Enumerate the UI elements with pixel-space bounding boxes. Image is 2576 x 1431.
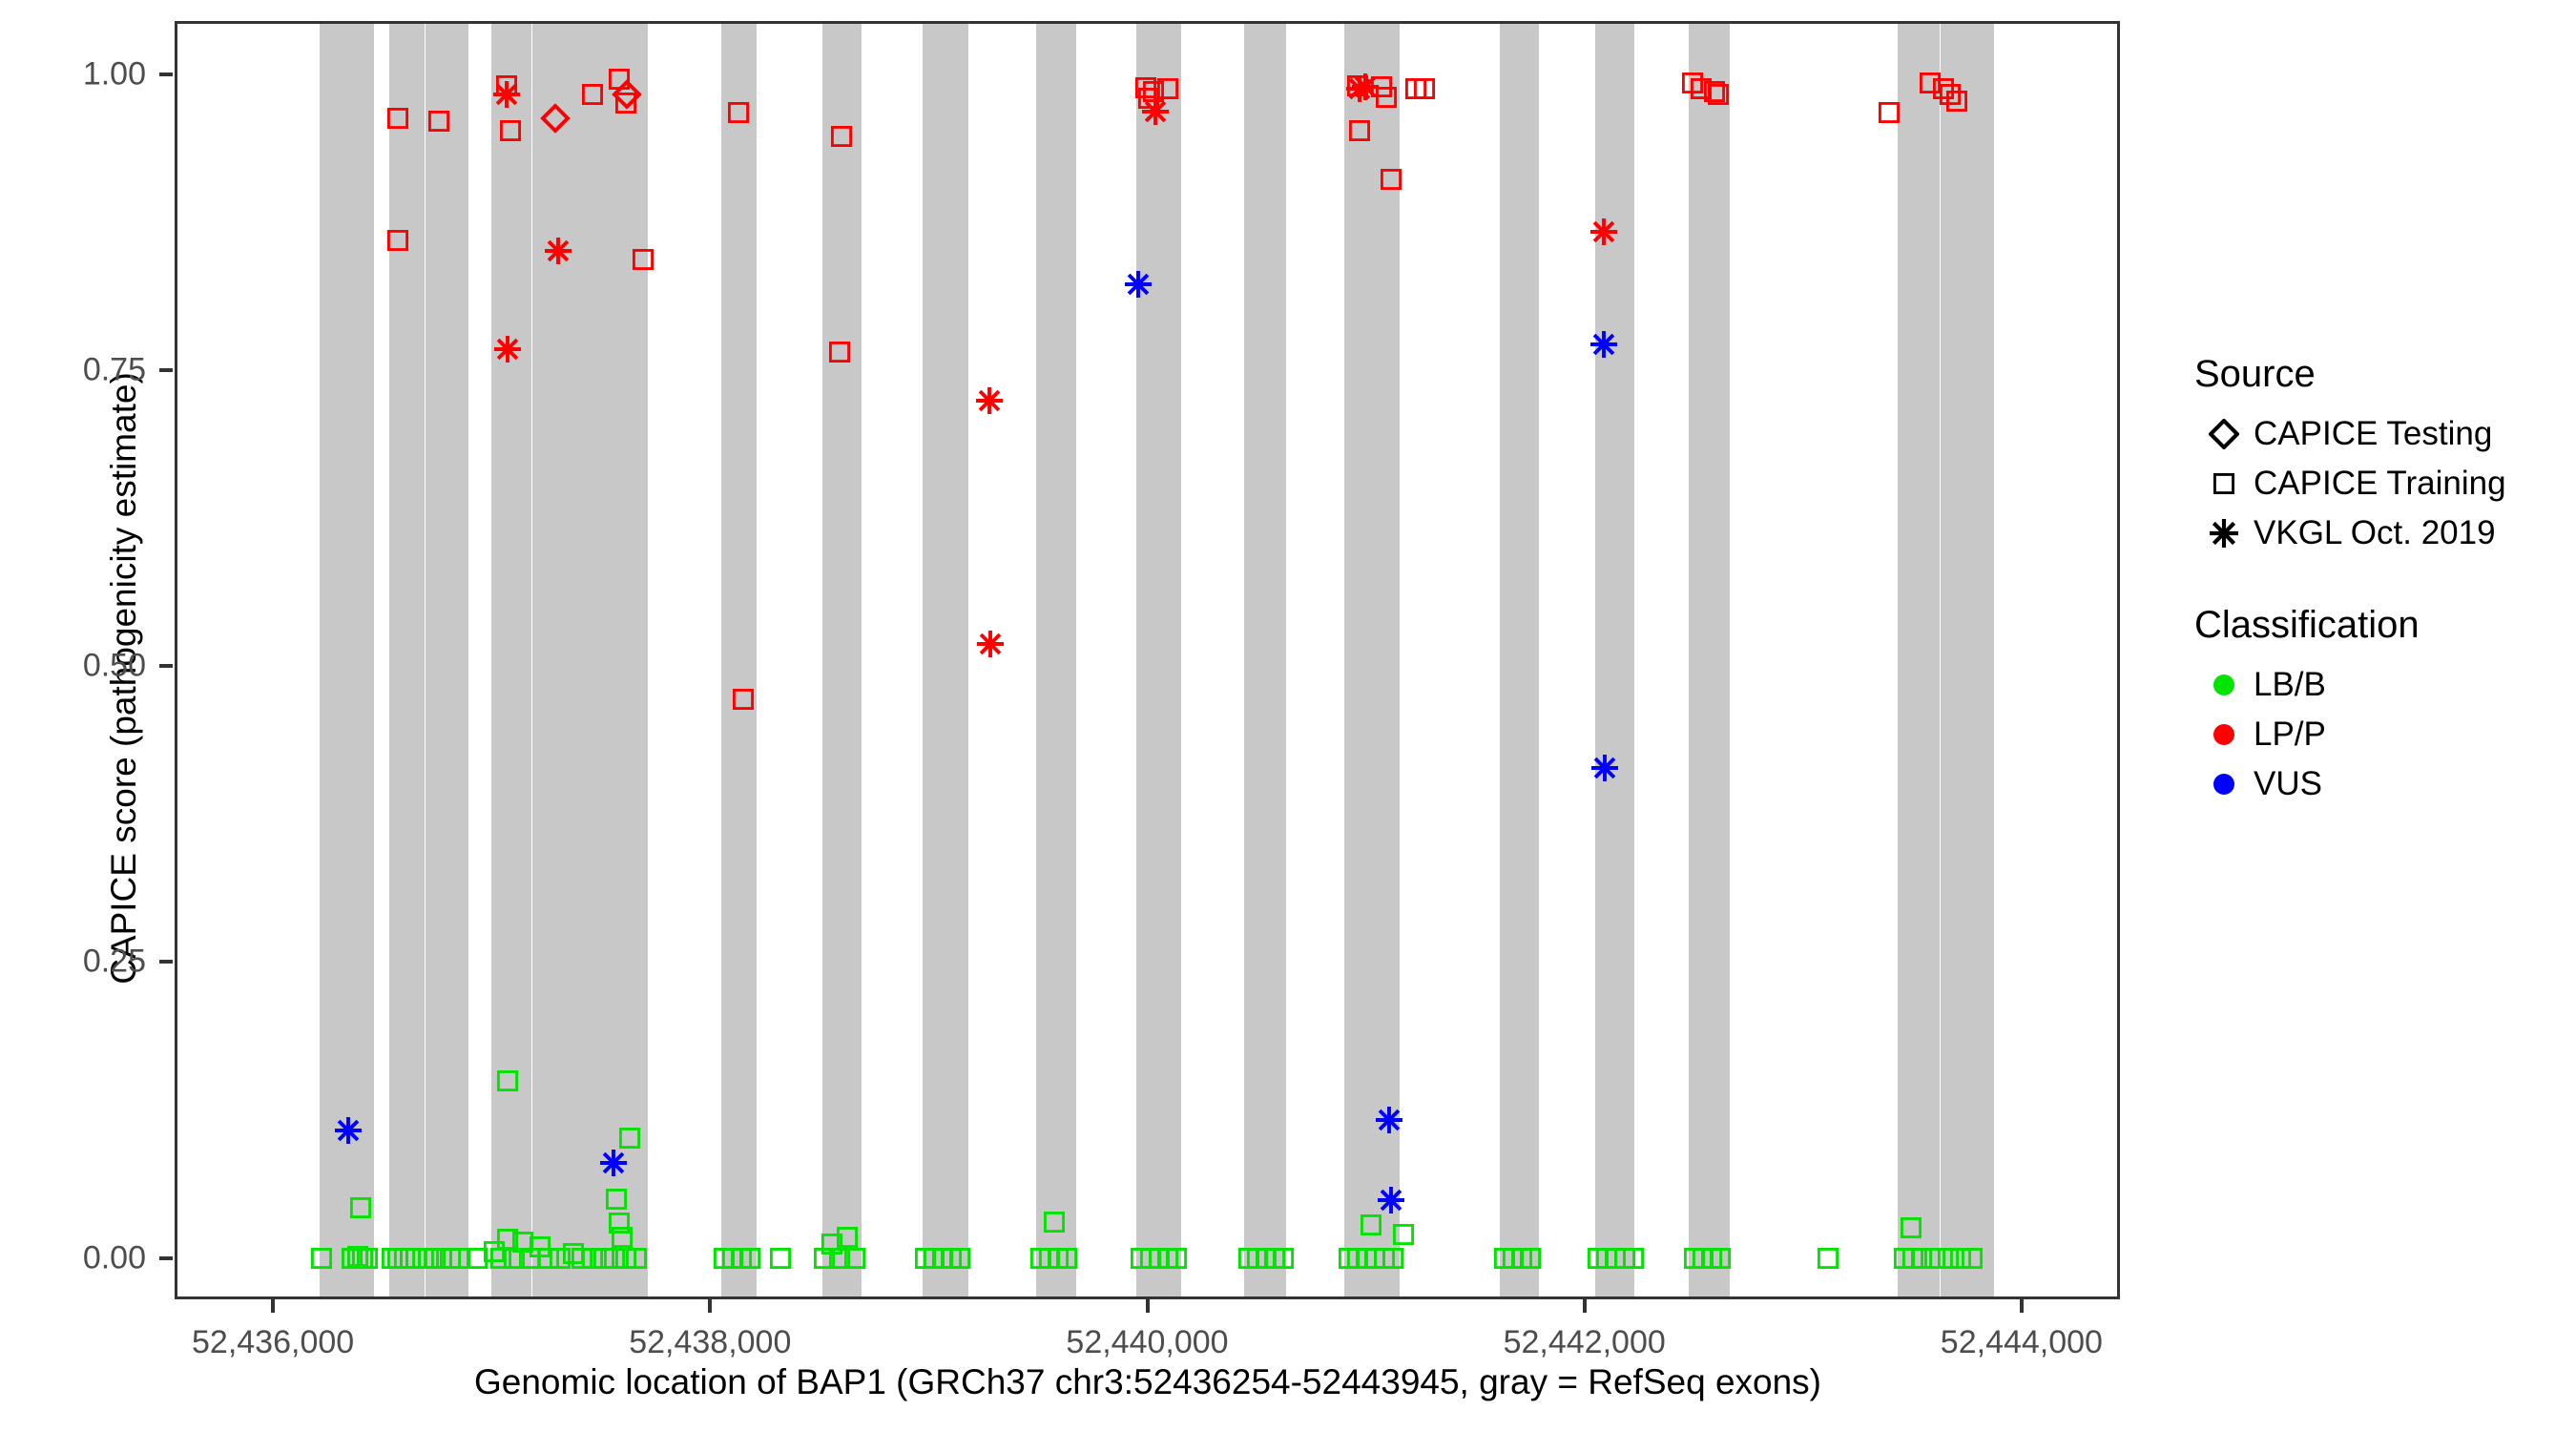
legend-item-classification[interactable]: LB/B <box>2194 660 2557 710</box>
legend-group-classification: LB/B LP/P VUS <box>2194 660 2557 809</box>
x-tick-mark <box>1145 1299 1150 1313</box>
square-icon <box>2194 473 2254 494</box>
y-tick-label: 0.00 <box>82 1239 146 1276</box>
legend-label: VKGL Oct. 2019 <box>2254 514 2496 551</box>
color-dot-icon <box>2194 673 2254 697</box>
exon-region <box>1244 24 1286 1296</box>
data-point <box>1817 1248 1839 1270</box>
exon-region <box>1689 24 1730 1296</box>
legend-label: LB/B <box>2254 666 2326 703</box>
color-dot-icon <box>2194 722 2254 747</box>
exon-region <box>319 24 375 1296</box>
y-tick-label: 0.75 <box>82 351 146 388</box>
exon-region <box>1135 24 1181 1296</box>
exon-region <box>1898 24 1940 1296</box>
legend-item-source[interactable]: VKGL Oct. 2019 <box>2194 508 2557 558</box>
legend-spacer <box>2194 558 2557 604</box>
data-point <box>1404 78 1426 100</box>
exon-region <box>1036 24 1076 1296</box>
legend-item-classification[interactable]: LP/P <box>2194 710 2557 759</box>
plot-panel <box>175 21 2120 1299</box>
x-tick-label: 52,436,000 <box>192 1324 355 1360</box>
y-tick-mark <box>159 1255 173 1260</box>
x-tick-mark <box>1582 1299 1587 1313</box>
diamond-icon <box>2194 419 2254 449</box>
x-tick-mark <box>271 1299 276 1313</box>
x-tick-label: 52,444,000 <box>1940 1324 2103 1360</box>
exon-region <box>721 24 758 1296</box>
data-point <box>1878 102 1900 124</box>
exon-region <box>821 24 862 1296</box>
legend-label: LP/P <box>2254 716 2326 753</box>
legend-title-classification: Classification <box>2194 604 2420 646</box>
exon-region <box>923 24 969 1296</box>
y-tick-label: 0.25 <box>82 943 146 980</box>
x-tick-mark <box>708 1299 713 1313</box>
data-point <box>466 1248 488 1270</box>
exon-region <box>1940 24 1994 1296</box>
legend-item-source[interactable]: CAPICE Testing <box>2194 409 2557 459</box>
asterisk-icon <box>2194 518 2254 549</box>
y-tick-label: 1.00 <box>82 55 146 93</box>
legend: Source CAPICE Testing CAPICE Training VKG… <box>2194 353 2557 809</box>
exon-region <box>389 24 425 1296</box>
x-tick-mark <box>2019 1299 2024 1313</box>
x-tick-label: 52,442,000 <box>1503 1324 1666 1360</box>
exon-region <box>490 24 532 1296</box>
legend-item-source[interactable]: CAPICE Training <box>2194 459 2557 508</box>
exon-region <box>426 24 468 1296</box>
data-point <box>976 630 1005 658</box>
legend-group-source: CAPICE Testing CAPICE Training VKGL Oct. … <box>2194 409 2557 558</box>
y-tick-mark <box>159 72 173 76</box>
exon-region <box>1500 24 1540 1296</box>
y-tick-mark <box>159 368 173 373</box>
y-tick-mark <box>159 960 173 964</box>
legend-label: VUS <box>2254 765 2322 802</box>
x-tick-label: 52,440,000 <box>1066 1324 1229 1360</box>
y-tick-mark <box>159 664 173 669</box>
legend-label: CAPICE Testing <box>2254 415 2493 452</box>
plot-area <box>177 24 2117 1296</box>
exon-region <box>1594 24 1634 1296</box>
x-axis-title: Genomic location of BAP1 (GRCh37 chr3:52… <box>474 1362 1821 1401</box>
y-tick-label: 0.50 <box>82 647 146 684</box>
data-point <box>770 1248 792 1270</box>
x-tick-label: 52,438,000 <box>629 1324 792 1360</box>
exon-region <box>532 24 648 1296</box>
legend-title-source: Source <box>2194 353 2316 395</box>
legend-label: CAPICE Training <box>2254 465 2506 502</box>
exon-region <box>1344 24 1400 1296</box>
data-point <box>975 386 1004 415</box>
legend-item-classification[interactable]: VUS <box>2194 759 2557 809</box>
color-dot-icon <box>2194 772 2254 797</box>
data-point <box>1414 78 1436 100</box>
